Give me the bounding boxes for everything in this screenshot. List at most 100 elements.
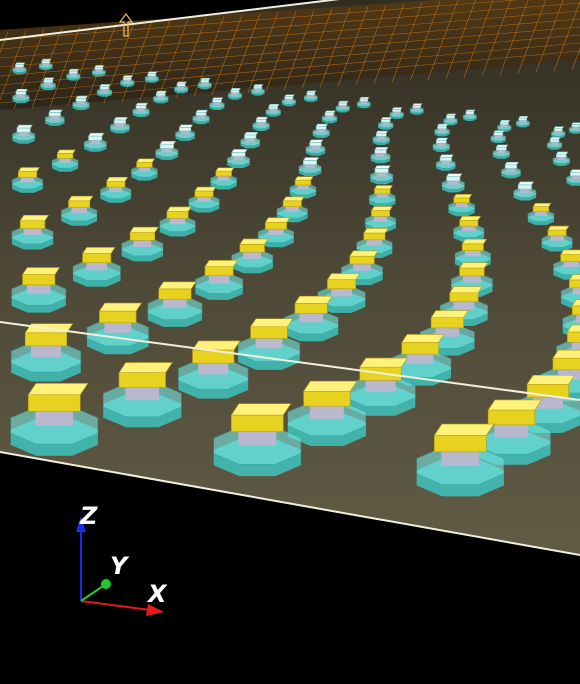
- bump-cap-top: [439, 154, 454, 158]
- wire-mesh: [0, 0, 580, 110]
- bump-cap-top: [555, 151, 569, 155]
- bump-cap-top: [158, 281, 197, 290]
- bump-cap-front: [82, 253, 112, 263]
- bump-cell: [240, 132, 261, 149]
- pillar: [535, 211, 547, 216]
- pillar: [353, 264, 371, 271]
- bump-cap-top: [493, 130, 505, 133]
- up-arrow-icon[interactable]: [118, 13, 134, 37]
- bump-cell: [370, 165, 394, 185]
- pad-top: [231, 249, 274, 269]
- pillar: [133, 240, 152, 248]
- bump-cell: [155, 140, 179, 160]
- wire-segment: [0, 42, 580, 95]
- bump-cap-top: [324, 110, 336, 114]
- bump-cap-front: [459, 267, 485, 277]
- pillar: [180, 131, 190, 135]
- bump-cell: [38, 58, 53, 71]
- bump-cell: [174, 81, 189, 94]
- pillar: [376, 172, 387, 177]
- pillar: [254, 88, 261, 91]
- bump-cap-front: [374, 149, 387, 154]
- bump-cap-top: [487, 399, 543, 411]
- bump-cell: [11, 214, 54, 250]
- bump-cell: [298, 157, 322, 177]
- bump-cap-front: [303, 160, 318, 165]
- bump-cap-top: [549, 136, 561, 140]
- bump-cap-front: [449, 292, 479, 303]
- pad-top: [513, 187, 537, 198]
- bump-cap-front: [569, 279, 580, 289]
- bump-cap-front: [284, 96, 294, 100]
- bump-cell: [434, 123, 450, 137]
- bump-cap-front: [136, 161, 153, 168]
- wire-segment: [121, 21, 153, 102]
- bump-cap-top: [518, 116, 529, 119]
- bump-cap-top: [499, 120, 511, 123]
- bump-cap-top: [374, 165, 391, 169]
- bump-cap-top: [136, 158, 156, 163]
- bump-cap-front: [200, 79, 210, 83]
- pad-top: [10, 406, 99, 445]
- bump-cell: [541, 225, 573, 252]
- pillar: [50, 116, 59, 120]
- bump-cap-front: [113, 119, 126, 124]
- bump-cap-front: [430, 317, 464, 329]
- bump-cell: [210, 167, 238, 190]
- bump-cell: [448, 194, 476, 217]
- wire-segment: [445, 0, 476, 79]
- bump-cap-top: [375, 130, 389, 134]
- pillar: [35, 411, 74, 426]
- bump-cell: [44, 109, 65, 126]
- bump-cap-front: [179, 127, 192, 132]
- bump-cap-top: [282, 196, 305, 202]
- bump-cap-top: [21, 267, 61, 275]
- pillar: [125, 387, 160, 401]
- bump-cap-front: [375, 132, 387, 137]
- pad-top: [500, 167, 521, 176]
- pillar: [17, 94, 25, 98]
- bump-cap-top: [253, 84, 264, 87]
- pad-top: [364, 214, 397, 229]
- pillar: [494, 424, 529, 438]
- bump-cap-top: [309, 139, 324, 143]
- pillar: [448, 180, 459, 185]
- bump-cap-top: [430, 310, 469, 318]
- bump-cell: [237, 318, 301, 370]
- pillar: [20, 177, 35, 183]
- bump-cell: [281, 94, 297, 107]
- bump-cap-front: [487, 409, 535, 426]
- pad-top: [265, 108, 282, 115]
- bump-cap-front: [231, 414, 284, 432]
- bump-cap-front: [549, 138, 560, 143]
- bump-cap-top: [284, 94, 295, 97]
- pillar: [438, 128, 446, 132]
- bump-cap-top: [412, 103, 423, 106]
- bump-cap-top: [547, 225, 570, 231]
- bump-cap-top: [569, 169, 580, 173]
- bump-cap-front: [94, 66, 104, 70]
- bump-cap-front: [265, 222, 287, 230]
- bump-cap-top: [391, 107, 403, 110]
- bump-cap-top: [504, 161, 519, 166]
- bump-array: [10, 58, 580, 497]
- bump-cap-top: [178, 124, 194, 128]
- pillar: [311, 145, 320, 150]
- bump-cap-front: [75, 98, 87, 102]
- bump-cell: [153, 90, 169, 104]
- pillar: [157, 95, 164, 99]
- pillar: [213, 102, 221, 105]
- pillar: [16, 67, 23, 70]
- bump-cell: [527, 202, 555, 226]
- pillar: [497, 150, 505, 154]
- pad-top: [120, 79, 135, 86]
- pad-top: [213, 426, 302, 465]
- pad-top: [102, 383, 182, 418]
- pillar: [393, 111, 400, 115]
- pad-top: [240, 137, 261, 147]
- pillar: [197, 196, 211, 202]
- pillar: [285, 99, 292, 102]
- bump-cell: [12, 124, 36, 144]
